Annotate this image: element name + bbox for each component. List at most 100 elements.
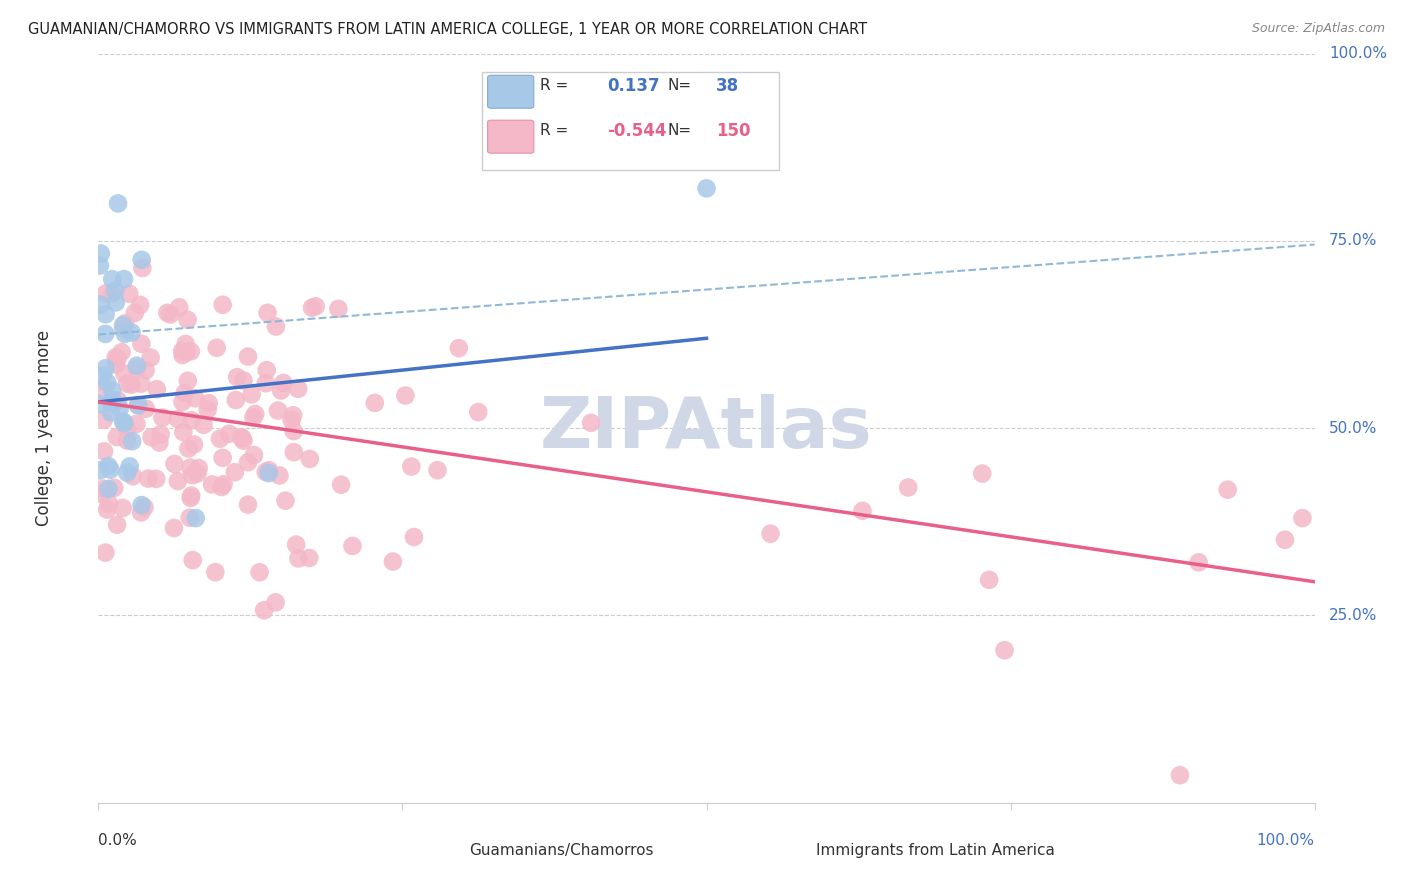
Point [136,472,159,486]
Point [264,595,287,609]
Point [166,474,188,488]
Point [226,370,249,384]
Point [97,497,120,511]
Point [274,493,297,508]
Point [330,477,353,491]
Point [240,387,263,401]
Point [897,480,920,494]
Point [172,348,194,362]
Text: 50.0%: 50.0% [1329,421,1378,435]
Point [89,259,111,273]
Point [112,321,135,335]
Point [283,445,305,459]
Point [104,351,127,365]
Point [285,538,308,552]
Point [257,463,280,477]
Text: R =: R = [540,78,568,94]
Point [105,430,128,444]
Point [97,482,120,496]
Point [232,434,254,448]
FancyBboxPatch shape [488,120,534,153]
Point [101,384,124,398]
Point [118,459,141,474]
Point [100,405,122,419]
Text: Guamanians/Chamorros: Guamanians/Chamorros [470,843,654,857]
Point [135,401,157,416]
Point [245,407,267,421]
Point [94,286,117,301]
Point [146,382,169,396]
Point [342,539,364,553]
Point [254,376,277,391]
Point [115,466,138,480]
Text: -0.544: -0.544 [607,121,666,140]
Point [111,318,134,333]
Point [236,455,259,469]
Point [120,377,142,392]
Text: R =: R = [540,123,568,138]
Point [118,286,141,301]
Point [1168,768,1191,782]
Point [402,530,425,544]
Point [218,426,240,441]
Point [104,357,127,371]
Point [104,295,127,310]
Point [211,480,233,494]
Point [93,444,115,458]
Point [111,345,134,359]
Text: N=: N= [668,78,692,94]
Point [579,416,602,430]
Point [993,643,1015,657]
Point [129,505,152,519]
Point [94,361,117,376]
Point [167,301,190,315]
Point [394,388,416,402]
Point [273,376,295,390]
Point [212,477,235,491]
Point [197,402,219,417]
Point [211,450,233,465]
Point [127,398,149,412]
Point [101,272,124,286]
Point [103,481,125,495]
Point [121,434,143,449]
Point [243,448,266,462]
Point [89,463,111,477]
Point [90,487,112,501]
Point [193,417,215,432]
Point [328,301,350,316]
Point [172,343,194,358]
Point [124,306,146,320]
Point [269,468,291,483]
Point [129,376,152,391]
Point [270,384,292,398]
FancyBboxPatch shape [481,72,779,169]
Point [979,573,1001,587]
Point [287,551,309,566]
Point [163,521,186,535]
Point [131,336,153,351]
Point [186,467,208,481]
Point [236,350,259,364]
Point [111,500,134,515]
Text: 100.0%: 100.0% [1329,46,1388,61]
Point [112,416,135,430]
Point [281,409,304,423]
Point [90,246,112,260]
Point [179,460,201,475]
Text: 100.0%: 100.0% [1257,833,1315,847]
Point [180,489,202,503]
Text: Immigrants from Latin America: Immigrants from Latin America [815,843,1054,857]
Text: ZIPAtlas: ZIPAtlas [540,393,873,463]
Point [101,286,124,301]
Point [172,425,194,439]
Point [181,553,204,567]
Point [305,299,328,313]
Point [254,465,277,479]
Text: 75.0%: 75.0% [1329,234,1378,248]
Point [89,397,111,411]
Point [236,498,259,512]
Point [149,427,172,442]
Point [172,395,194,409]
Point [851,504,873,518]
